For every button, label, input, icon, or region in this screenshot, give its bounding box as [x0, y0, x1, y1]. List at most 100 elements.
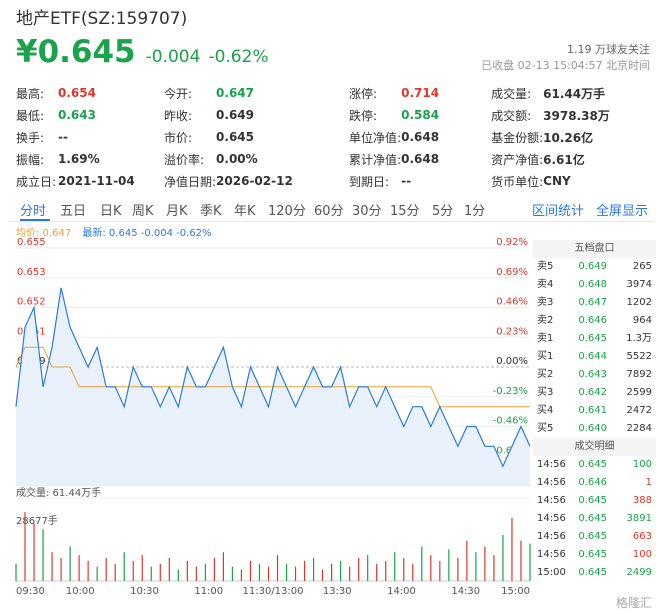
- stat-label: 成交额:: [491, 108, 532, 123]
- followers-count[interactable]: 1.19 万球友关注: [567, 43, 650, 56]
- orderbook-volume: 5522: [626, 351, 652, 362]
- header-meta: 1.19 万球友关注 已收盘 02-13 15:04:57 北京时间: [481, 42, 650, 74]
- tab-0[interactable]: 分时: [20, 204, 47, 219]
- tab-9[interactable]: 30分: [352, 204, 382, 219]
- orderbook-level: 卖5: [537, 261, 554, 272]
- orderbook-volume: 1.3万: [626, 333, 652, 344]
- orderbook-volume: 2599: [626, 387, 652, 398]
- stat-value: 1.69%: [58, 152, 100, 166]
- tab-10[interactable]: 15分: [390, 204, 420, 219]
- tab-5[interactable]: 季K: [200, 204, 222, 219]
- volume-max-label: 28677手: [16, 514, 58, 527]
- trade-list: 14:56 0.645 100 14:56 0.646 1 14:56 0.645 388 14:…: [533, 456, 656, 582]
- tab-1[interactable]: 五日: [60, 204, 87, 219]
- stat-label: 溢价率:: [164, 152, 205, 167]
- stat-label: 累计净值:: [349, 152, 402, 167]
- orderbook-level: 卖1: [537, 333, 554, 344]
- price-change: -0.004: [145, 47, 201, 67]
- orderbook-volume: 2472: [626, 405, 652, 416]
- tab-7[interactable]: 120分: [268, 204, 306, 219]
- x-tick: 09:30: [16, 586, 45, 597]
- stat-label: 资产净值:: [491, 152, 544, 167]
- trade-volume: 3891: [626, 513, 652, 524]
- trade-time: 14:56: [537, 513, 566, 524]
- y-tick-left: 0.655: [17, 237, 46, 248]
- avg-price-legend: 均价: 0.647: [16, 228, 72, 239]
- side-panel: 五档盘口 卖5 0.649 265 卖4 0.648 3974 卖3 0.647 1202 卖2 0…: [533, 240, 656, 582]
- orderbook-row: 买5 0.640 2284: [533, 420, 656, 438]
- orderbook-row: 买2 0.643 7892: [533, 366, 656, 384]
- brand-logo: 格隆汇: [615, 596, 652, 610]
- stats-table: 最高: 0.654 今开: 0.647 涨停: 0.714 成交量: 61.44万手 最低: 0.…: [16, 82, 643, 192]
- tab-4[interactable]: 月K: [166, 204, 188, 219]
- stats-row: 最低: 0.643 昨收: 0.649 跌停: 0.584 成交额: 3978.38万: [16, 104, 643, 126]
- price-row: ¥0.645 -0.004 -0.62%: [16, 34, 269, 70]
- x-tick: 13:30: [323, 586, 352, 597]
- trade-time: 14:56: [537, 549, 566, 560]
- range-stats-link[interactable]: 区间统计: [532, 204, 585, 219]
- stat-value: 0.649: [216, 108, 255, 122]
- x-tick: 14:00: [387, 586, 416, 597]
- orderbook-title: 五档盘口: [533, 240, 656, 258]
- orderbook-row: 卖5 0.649 265: [533, 258, 656, 276]
- intraday-chart[interactable]: 0.6550.92%0.6530.69%0.6520.46%0.6510.23%…: [0, 236, 533, 615]
- stat-value: 0.00%: [216, 152, 258, 166]
- price-change-pct: -0.62%: [208, 47, 269, 67]
- stat-label: 到期日:: [349, 174, 390, 189]
- stat-value: --: [58, 130, 68, 144]
- orderbook-volume: 3974: [626, 279, 652, 290]
- tab-2[interactable]: 日K: [100, 204, 122, 219]
- trade-row: 14:56 0.646 1: [533, 474, 656, 492]
- header: 地产ETF(SZ:159707): [16, 4, 187, 29]
- tab-11[interactable]: 5分: [432, 204, 454, 219]
- stat-value: 61.44万手: [543, 86, 606, 101]
- stat-label: 昨收:: [164, 108, 193, 123]
- stat-value: 0.645: [216, 130, 255, 144]
- y-tick-right: 0.69%: [496, 267, 528, 278]
- trades-title: 成交明细: [533, 438, 656, 456]
- x-tick: 15:00: [501, 586, 530, 597]
- stat-label: 单位净值:: [349, 130, 402, 145]
- trade-volume: 100: [632, 459, 652, 470]
- trade-price: 0.645: [578, 495, 607, 506]
- trade-price: 0.645: [578, 531, 607, 542]
- orderbook-level: 买1: [537, 351, 554, 362]
- tab-3[interactable]: 周K: [132, 204, 154, 219]
- trade-price: 0.645: [578, 459, 607, 470]
- stat-label: 最低:: [16, 108, 45, 123]
- orderbook-level: 卖4: [537, 279, 554, 290]
- active-tab-underline: [20, 219, 50, 221]
- stat-value: 0.648: [401, 130, 440, 144]
- x-tick: 14:30: [451, 586, 480, 597]
- orderbook-level: 卖2: [537, 315, 554, 326]
- orderbook-price: 0.644: [578, 351, 607, 362]
- stat-label: 振幅:: [16, 152, 45, 167]
- y-tick-right: 0.46%: [496, 297, 528, 308]
- stat-label: 成交量:: [491, 86, 532, 101]
- stat-value: 0.584: [401, 108, 440, 122]
- orderbook-level: 买2: [537, 369, 554, 380]
- orderbook-row: 卖3 0.647 1202: [533, 294, 656, 312]
- tab-8[interactable]: 60分: [314, 204, 344, 219]
- stat-value: CNY: [543, 174, 571, 188]
- y-tick-right: -0.23%: [493, 386, 528, 397]
- trade-volume: 663: [632, 531, 652, 542]
- price-line: [15, 287, 531, 468]
- fullscreen-link[interactable]: 全屏显示: [596, 204, 649, 219]
- volume-label: 成交量: 61.44万手: [16, 486, 101, 499]
- stats-row: 最高: 0.654 今开: 0.647 涨停: 0.714 成交量: 61.44万手: [16, 82, 643, 104]
- trade-time: 14:56: [537, 531, 566, 542]
- trade-time: 14:56: [537, 459, 566, 470]
- stat-value: 0.654: [58, 86, 96, 100]
- orderbook-row: 卖2 0.646 964: [533, 312, 656, 330]
- tab-6[interactable]: 年K: [234, 204, 256, 219]
- security-title: 地产ETF(SZ:159707): [16, 9, 188, 29]
- tab-12[interactable]: 1分: [464, 204, 486, 219]
- stat-value: 0.643: [58, 108, 96, 122]
- trade-row: 15:00 0.645 2499: [533, 564, 656, 582]
- trade-row: 14:56 0.645 388: [533, 492, 656, 510]
- trade-volume: 2499: [626, 567, 652, 578]
- orderbook-price: 0.646: [578, 315, 607, 326]
- stats-row: 换手: -- 市价: 0.645 单位净值: 0.648 基金份额: 10.26亿: [16, 126, 643, 148]
- stat-label: 今开:: [164, 86, 193, 101]
